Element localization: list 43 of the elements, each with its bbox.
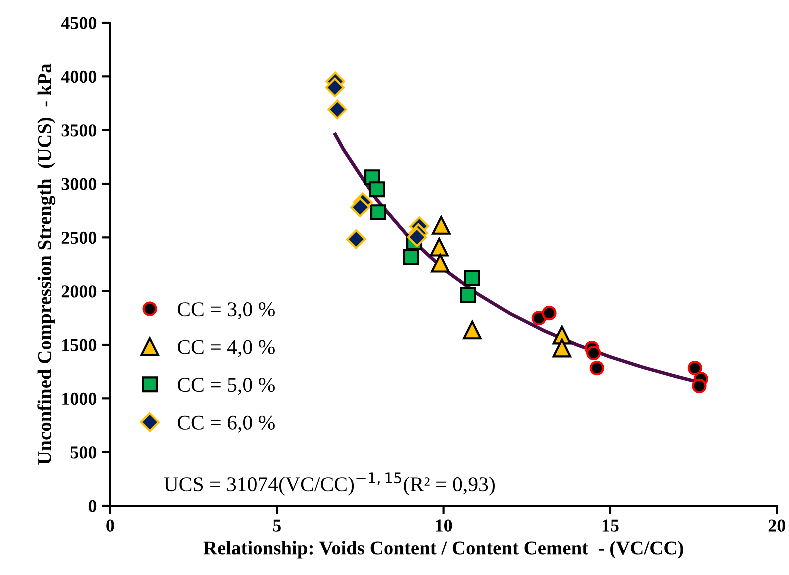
point bbox=[325, 78, 346, 98]
point bbox=[430, 238, 449, 257]
legend-label: CC = 5,0 % bbox=[178, 378, 275, 396]
point bbox=[346, 230, 366, 250]
point bbox=[460, 287, 476, 304]
annotation: UCS = 31074(VC/CC)$^{−1,15}$(R² = 0,93) bbox=[164, 472, 495, 496]
legend-label: CC = 6,0 % bbox=[178, 416, 275, 433]
legend-label: CC = 4,0 % bbox=[178, 340, 275, 358]
y-tick-label: 1000 bbox=[62, 392, 97, 406]
x-tick-label: 15 bbox=[602, 520, 619, 532]
x-axis-title: Relationship: Voids Content / Content Cement - (VC/CC) bbox=[204, 541, 684, 559]
point bbox=[552, 338, 572, 358]
y-tick-label: 0 bbox=[88, 500, 97, 512]
y-tick-label: 3500 bbox=[62, 124, 97, 137]
point bbox=[692, 378, 707, 394]
y-tick-label: 3000 bbox=[62, 178, 97, 190]
point bbox=[532, 311, 546, 326]
y-tick-label: 2500 bbox=[62, 232, 97, 244]
point bbox=[432, 216, 451, 235]
point bbox=[350, 198, 370, 218]
point bbox=[369, 182, 386, 198]
y-tick-label: 2000 bbox=[62, 286, 97, 298]
y-tick-label: 4000 bbox=[61, 70, 97, 84]
point bbox=[463, 320, 482, 340]
point bbox=[688, 360, 702, 376]
x-tick-label: 10 bbox=[436, 520, 452, 532]
y-tick-label: 4500 bbox=[61, 17, 97, 30]
x-tick-label: 0 bbox=[106, 520, 114, 532]
x-tick-label: 5 bbox=[273, 520, 281, 532]
point bbox=[542, 306, 557, 321]
y-tick-label: 1500 bbox=[62, 339, 97, 352]
point bbox=[370, 204, 386, 221]
x-tick-label: 20 bbox=[768, 520, 786, 532]
legend-label: CC = 3,0 % bbox=[178, 302, 275, 320]
point bbox=[407, 228, 428, 248]
point bbox=[431, 254, 450, 273]
y-axis-title: Unconfined Compression Strength (UCS) - kPa bbox=[38, 64, 56, 465]
point bbox=[464, 270, 480, 286]
y-tick-label: 500 bbox=[70, 446, 97, 459]
point bbox=[403, 249, 420, 266]
point bbox=[586, 346, 602, 361]
point bbox=[590, 360, 604, 376]
point bbox=[328, 100, 348, 120]
